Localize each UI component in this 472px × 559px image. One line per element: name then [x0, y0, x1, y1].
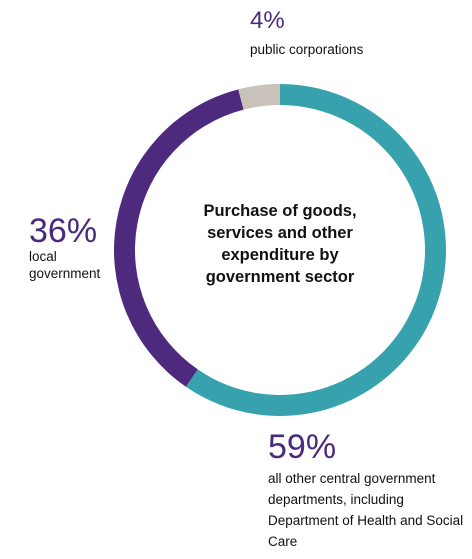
donut-slice-1 [114, 89, 244, 387]
donut-slice-0 [185, 84, 447, 416]
callout-central-government: 59% all other central government departm… [268, 430, 472, 552]
callout-public-corporations: 4% public corporations [250, 9, 363, 59]
callout-local-government: 36% local government [29, 214, 109, 282]
slice-value-label: 4% [250, 7, 285, 34]
slice-value-label: 59% [268, 428, 337, 466]
donut-slice-2 [238, 84, 280, 110]
slice-value-label: 36% [29, 212, 98, 250]
slice-category-label: public corporations [250, 42, 364, 57]
slice-category-label: local government [29, 249, 101, 281]
slice-category-label: all other central government departments… [268, 471, 464, 549]
chart-title: Purchase of goods, services and other ex… [203, 202, 357, 286]
